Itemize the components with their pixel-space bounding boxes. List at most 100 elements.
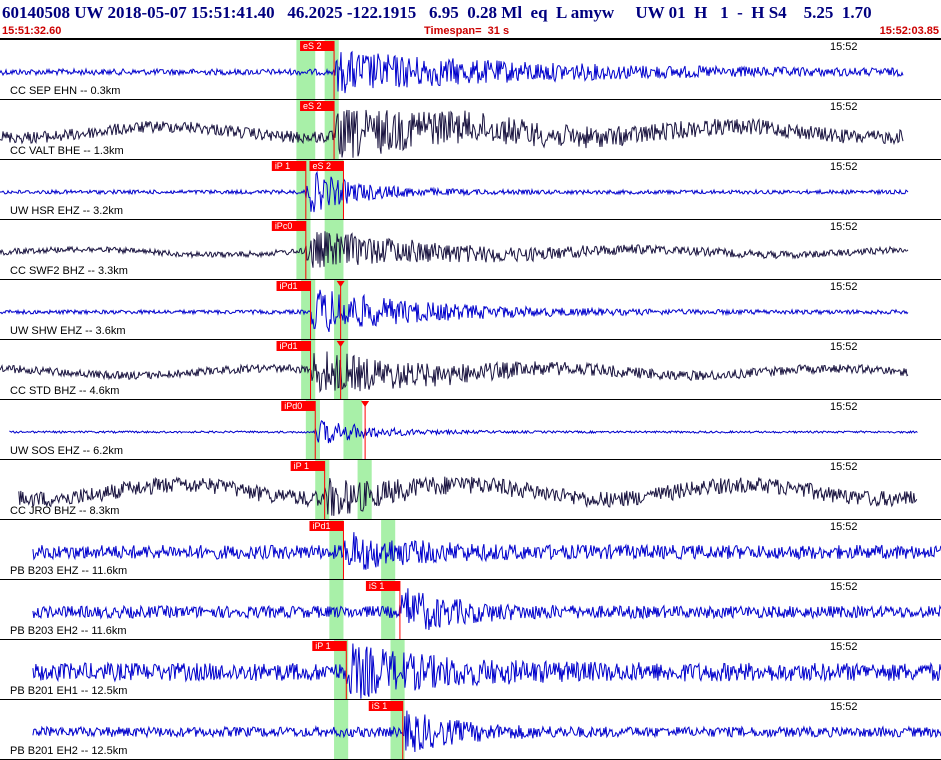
- panel-time-label: 15:52: [830, 341, 858, 353]
- pick-label: eS 2: [303, 41, 322, 51]
- header-divider: [0, 38, 941, 40]
- panel-time-label: 15:52: [830, 521, 858, 533]
- station-label: CC SWF2 BHZ -- 3.3km: [10, 265, 128, 277]
- pick-label: iP 1: [315, 641, 330, 651]
- pick-flag[interactable]: [300, 41, 335, 51]
- pick-label: iP 1: [275, 161, 290, 171]
- phase-window: [390, 700, 405, 760]
- event-title: 60140508 UW 2018-05-07 15:51:41.40 46.20…: [2, 3, 872, 22]
- phase-window: [296, 40, 316, 100]
- panel-time-label: 15:52: [830, 641, 858, 653]
- station-label: UW HSR EHZ -- 3.2km: [10, 205, 124, 217]
- waveform-trace: [32, 643, 941, 699]
- phase-window: [324, 40, 339, 100]
- phase-window: [305, 400, 320, 460]
- waveform-trace: [18, 476, 918, 516]
- phase-window: [315, 460, 330, 520]
- station-label: PB B203 EH2 -- 11.6km: [10, 625, 127, 637]
- trace-panel[interactable]: iPd1: [0, 520, 941, 580]
- pick-flag[interactable]: [271, 221, 306, 231]
- trace-panel[interactable]: iS 1: [0, 700, 941, 760]
- waveform-trace: [0, 231, 909, 268]
- phase-window: [329, 580, 344, 640]
- trace-panel[interactable]: iP 1: [0, 640, 941, 700]
- phase-window: [301, 280, 316, 340]
- seismogram-canvas[interactable]: eS 2 eS 2 iP 1 eS 2 iPc0 iPd1 iPd1 iPd0 iP 1 iPd1…: [0, 40, 941, 760]
- trace-panel[interactable]: iP 1: [0, 460, 941, 520]
- phase-window: [390, 640, 405, 700]
- phase-window: [329, 520, 344, 580]
- waveform-trace: [32, 532, 941, 570]
- station-label: PB B203 EHZ -- 11.6km: [10, 565, 128, 577]
- trace-panel[interactable]: eS 2: [0, 40, 941, 100]
- pick-label: iPd1: [312, 521, 330, 531]
- panel-time-label: 15:52: [830, 701, 858, 713]
- panel-time-label: 15:52: [830, 581, 858, 593]
- waveform-trace: [0, 170, 909, 213]
- trace-panel[interactable]: iP 1 eS 2: [0, 160, 941, 220]
- pick-flag[interactable]: [276, 281, 311, 291]
- pick-flag[interactable]: [281, 401, 316, 411]
- pick-triangle[interactable]: [336, 281, 345, 287]
- panel-time-label: 15:52: [830, 101, 858, 113]
- panel-time-label: 15:52: [830, 461, 858, 473]
- pick-label: iP 1: [294, 461, 309, 471]
- pick-flag[interactable]: [271, 161, 306, 171]
- phase-window: [296, 160, 311, 220]
- station-label: UW SOS EHZ -- 6.2km: [10, 445, 124, 457]
- panel-time-label: 15:52: [830, 401, 858, 413]
- pick-label: iPd1: [280, 341, 298, 351]
- waveform-trace: [32, 588, 941, 631]
- trace-panel[interactable]: iPd0: [0, 400, 941, 460]
- phase-window: [381, 520, 396, 580]
- pick-flag[interactable]: [309, 521, 344, 531]
- end-time: 15:52:03.85: [879, 25, 939, 37]
- pick-label: iS 1: [369, 581, 385, 591]
- pick-triangle[interactable]: [361, 401, 370, 407]
- trace-panel[interactable]: eS 2: [0, 100, 941, 160]
- pick-triangle[interactable]: [336, 341, 345, 347]
- waveform-trace: [0, 50, 904, 94]
- panel-time-label: 15:52: [830, 41, 858, 53]
- pick-label: iPd0: [284, 401, 302, 411]
- waveform-trace: [9, 420, 918, 444]
- trace-panel[interactable]: iPd1: [0, 340, 941, 400]
- phase-window: [334, 700, 349, 760]
- station-label: PB B201 EH1 -- 12.5km: [10, 685, 128, 697]
- trace-panel[interactable]: iPc0: [0, 220, 941, 280]
- timespan-label: Timespan= 31 s: [424, 25, 510, 37]
- event-header: 60140508 UW 2018-05-07 15:51:41.40 46.20…: [0, 0, 941, 40]
- station-label: UW SHW EHZ -- 3.6km: [10, 325, 126, 337]
- pick-flag[interactable]: [312, 641, 347, 651]
- waveform-trace: [0, 109, 904, 158]
- start-time: 15:51:32.60: [2, 25, 62, 37]
- waveform-trace: [0, 351, 909, 393]
- pick-flag[interactable]: [300, 101, 335, 111]
- station-label: CC VALT BHE -- 1.3km: [10, 145, 124, 157]
- trace-panel[interactable]: iS 1: [0, 580, 941, 640]
- station-label: PB B201 EH2 -- 12.5km: [10, 745, 128, 757]
- pick-label: eS 2: [312, 161, 331, 171]
- phase-window: [296, 220, 311, 280]
- pick-label: iPd1: [280, 281, 298, 291]
- pick-flag[interactable]: [365, 581, 400, 591]
- panel-time-label: 15:52: [830, 161, 858, 173]
- panel-time-label: 15:52: [830, 281, 858, 293]
- pick-flag[interactable]: [276, 341, 311, 351]
- pick-flag[interactable]: [368, 701, 403, 711]
- trace-panel[interactable]: iPd1: [0, 280, 941, 340]
- panel-time-label: 15:52: [830, 221, 858, 233]
- station-label: CC STD BHZ -- 4.6km: [10, 385, 120, 397]
- pick-flag[interactable]: [309, 161, 344, 171]
- pick-label: iS 1: [372, 701, 388, 711]
- phase-window: [301, 340, 316, 400]
- station-label: CC JRO BHZ -- 8.3km: [10, 505, 120, 517]
- pick-label: eS 2: [303, 101, 322, 111]
- phase-window: [296, 100, 316, 160]
- station-label: CC SEP EHN -- 0.3km: [10, 85, 121, 97]
- phase-window: [324, 100, 339, 160]
- waveform-trace: [0, 289, 909, 333]
- pick-label: iPc0: [275, 221, 293, 231]
- pick-flag[interactable]: [290, 461, 325, 471]
- seismogram-panels[interactable]: eS 2 eS 2 iP 1 eS 2 iPc0 iPd1 iPd1 iPd0 iP 1 iPd1…: [0, 40, 941, 760]
